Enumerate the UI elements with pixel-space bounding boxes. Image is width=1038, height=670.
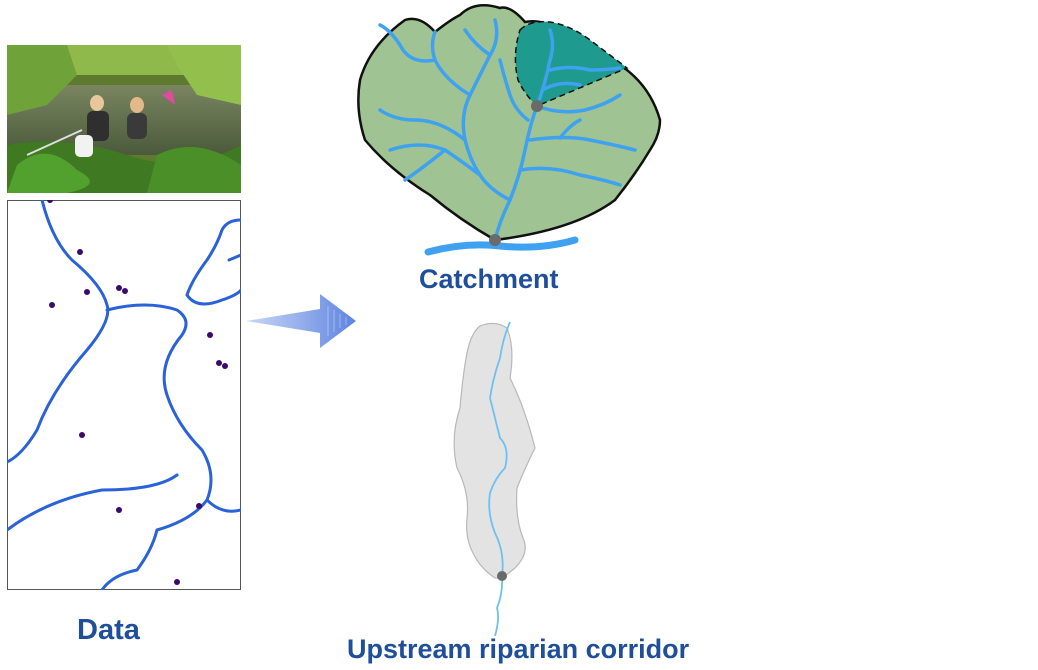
catchment-outlet [489,234,501,246]
corridor-outlet [497,571,507,581]
data-label: Data [77,614,140,646]
catchment-label: Catchment [419,264,559,294]
corridor-label: Upstream riparian corridor [347,634,690,664]
right-arrow-icon [246,294,356,348]
subcatchment-outlet [531,100,543,112]
riparian-corridor-diagram [453,321,536,636]
field-sampling-photo [7,45,241,193]
catchment-diagram [357,3,662,256]
stream-network-map [7,200,241,590]
